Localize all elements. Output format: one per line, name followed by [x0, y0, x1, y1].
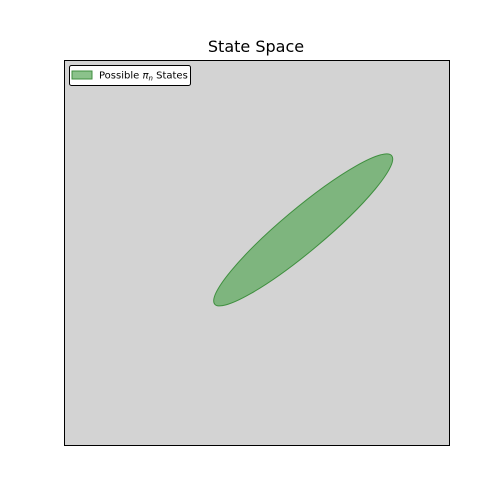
legend-box	[69, 65, 191, 86]
state-region-ellipse-0	[213, 153, 394, 307]
plot-frame	[64, 60, 450, 446]
legend: Possible πn States	[69, 65, 191, 86]
plot-area	[213, 153, 394, 307]
legend-label-possible-states: Possible πn States	[99, 71, 188, 83]
chart-title: State Space	[208, 37, 304, 56]
legend-label-symbol: π	[142, 71, 149, 82]
legend-label-main: Possible	[99, 71, 142, 82]
legend-swatch-possible-states	[71, 70, 93, 80]
legend-label-suffix: States	[153, 71, 188, 82]
legend-label-subscript: n	[148, 75, 152, 83]
